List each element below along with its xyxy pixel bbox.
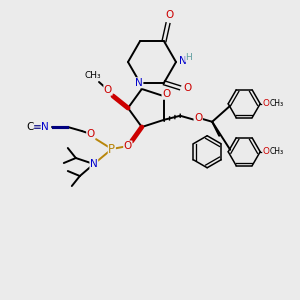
- Text: O: O: [166, 10, 174, 20]
- Text: C: C: [26, 122, 34, 132]
- Text: O: O: [87, 129, 95, 139]
- Text: CH₃: CH₃: [270, 99, 284, 108]
- Text: O: O: [162, 89, 170, 99]
- Text: O: O: [263, 147, 270, 156]
- Text: H: H: [186, 52, 192, 62]
- Text: O: O: [104, 85, 112, 95]
- Text: ≡: ≡: [32, 122, 41, 132]
- Text: O: O: [263, 99, 270, 108]
- Text: N: N: [41, 122, 49, 132]
- Text: O: O: [194, 113, 202, 123]
- Text: CH₃: CH₃: [270, 147, 284, 156]
- Text: N: N: [135, 78, 143, 88]
- Text: N: N: [90, 159, 98, 169]
- Text: O: O: [183, 83, 191, 93]
- Text: N: N: [179, 56, 187, 66]
- Text: CH₃: CH₃: [85, 71, 101, 80]
- Text: O: O: [124, 141, 132, 151]
- Text: P: P: [108, 142, 115, 155]
